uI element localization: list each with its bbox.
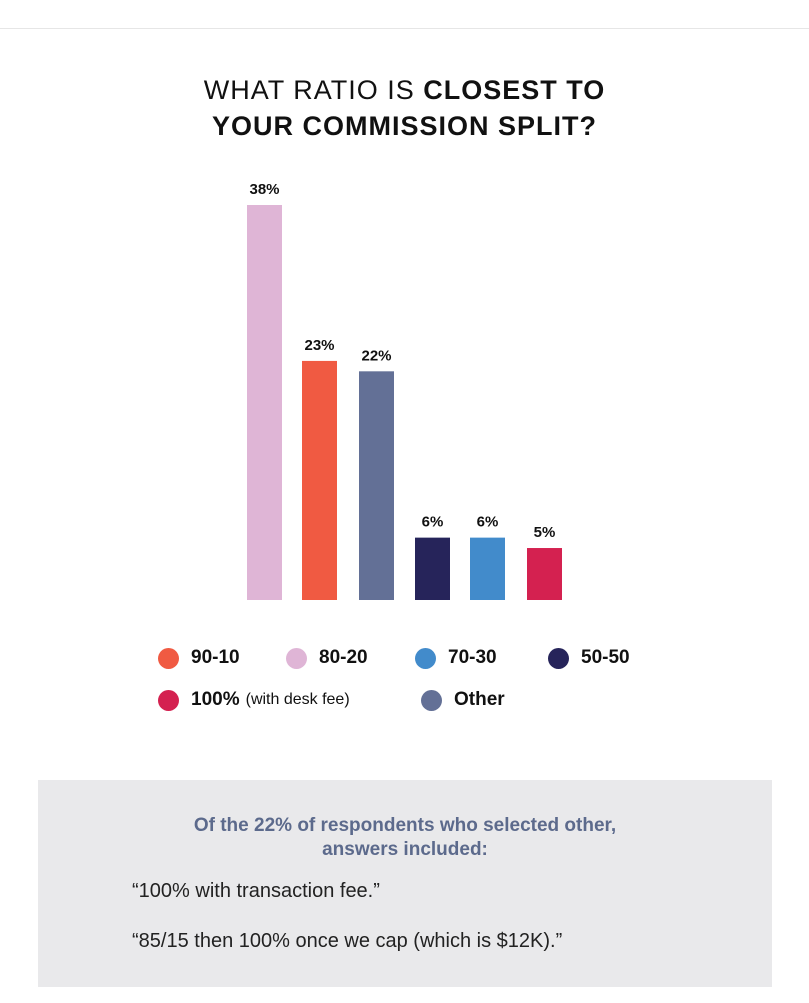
legend-dot: [286, 647, 307, 669]
legend-row-1: 90-10 80-20 70-30 50-50: [0, 643, 809, 673]
legend-dot: [421, 689, 442, 711]
bar-100-with-desk-fee-: [527, 548, 562, 600]
legend-item-50-50: 50-50: [548, 643, 630, 673]
legend-label: 100%: [191, 689, 240, 710]
quote-2: “85/15 then 100% once we cap (which is $…: [132, 930, 563, 952]
legend-label: 90-10: [191, 647, 240, 668]
bar-value-label: 6%: [477, 514, 499, 531]
bar-70-30: [470, 537, 505, 600]
legend-dot: [548, 647, 569, 669]
legend-label: 70-30: [448, 647, 497, 668]
bar-value-label: 5%: [534, 524, 556, 541]
legend-item-90-10: 90-10: [158, 643, 240, 673]
bar-90-10: [302, 360, 337, 600]
legend-label: 80-20: [319, 647, 368, 668]
note-heading: Of the 22% of respondents who selected o…: [38, 814, 772, 862]
legend-label: 50-50: [581, 647, 630, 668]
bar-80-20: [247, 205, 282, 600]
note-heading-line2: answers included:: [322, 839, 488, 860]
top-divider: [0, 28, 809, 29]
legend-item-70-30: 70-30: [415, 643, 497, 673]
note-heading-line1: Of the 22% of respondents who selected o…: [193, 815, 617, 836]
bar-value-label: 6%: [422, 514, 444, 531]
bar-other: [359, 371, 394, 600]
chart-title-line1: WHAT RATIO IS CLOSEST TO: [0, 72, 809, 108]
legend-dot: [415, 647, 436, 669]
quote-1: “100% with transaction fee.”: [132, 880, 380, 902]
bar-50-50: [415, 537, 450, 600]
bar-value-label: 23%: [304, 337, 334, 354]
legend-item-100: 100% (with desk fee): [158, 685, 350, 715]
legend-dot: [158, 647, 179, 669]
legend-label: Other: [454, 689, 505, 710]
legend-item-other: Other: [421, 685, 505, 715]
chart-title-line2: YOUR COMMISSION SPLIT?: [211, 111, 597, 141]
legend-dot: [158, 689, 179, 711]
legend-item-80-20: 80-20: [286, 643, 368, 673]
title-light-text: WHAT RATIO IS: [203, 75, 415, 105]
bar-chart: 38% 23% 22% 6% 6% 5%: [247, 181, 562, 600]
bar-value-label: 38%: [249, 181, 279, 198]
other-responses-box: Of the 22% of respondents who selected o…: [38, 780, 772, 987]
title-bold-text: CLOSEST TO: [423, 75, 606, 105]
legend-sublabel: (with desk fee): [245, 691, 350, 708]
legend-row-2: 100% (with desk fee) Other: [0, 685, 809, 715]
bar-value-label: 22%: [361, 347, 391, 364]
